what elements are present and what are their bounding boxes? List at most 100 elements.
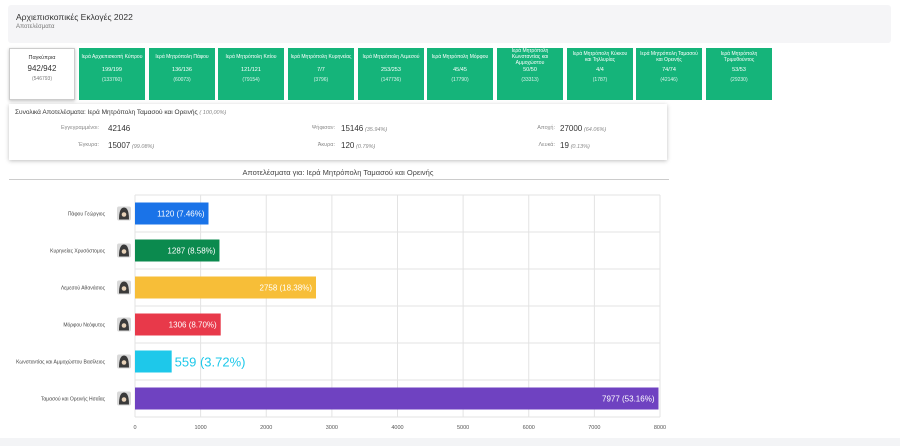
category-label: Λεμεσού Αθανάσιος	[61, 285, 106, 292]
bar-value-label: 7977 (53.16%)	[602, 395, 655, 404]
card-name: Ιερά Μητρόπολη Κιτίου	[225, 54, 277, 60]
stat-value: 27000	[560, 124, 583, 133]
stat-label: Αποχή:	[537, 125, 555, 131]
bar-6	[135, 387, 659, 410]
card-count: 199/199	[102, 67, 122, 73]
x-tick-label: 5000	[457, 425, 469, 431]
card-votes: (147736)	[380, 77, 401, 83]
card-count: 136/136	[172, 67, 192, 73]
stat-value: 15146	[341, 124, 364, 133]
bar-value-label: 559 (3.72%)	[175, 355, 246, 370]
category-label: Πάφου Γεώργιος	[68, 211, 106, 218]
card-count: 4/4	[596, 67, 604, 73]
stat-label: Εγγεγραμμένοι:	[60, 125, 99, 131]
stat-pct: (0.79%)	[356, 144, 376, 150]
bishop-face-icon	[121, 212, 127, 217]
card-name: Ιερά Μητρόπολη Λεμεσού	[362, 54, 420, 60]
stat-value: 19	[560, 141, 569, 150]
summary-title: Συνολικά Αποτελέσματα: Ιερά Μητρόπολη Τα…	[15, 109, 226, 116]
stat-pct: (35.94%)	[364, 127, 388, 133]
bishop-face-icon	[121, 397, 127, 402]
card-votes: (1787)	[592, 77, 608, 83]
category-label: Κυρηνείας Χρυσόστομος	[50, 248, 105, 255]
bar-4	[135, 313, 221, 336]
stat-value: 42146	[108, 124, 131, 133]
summary-panel: Συνολικά Αποτελέσματα: Ιερά Μητρόπολη Τα…	[9, 104, 667, 160]
stat-pct: (0.13%)	[570, 144, 590, 150]
category-label: Κωνσταντίας και Αμμοχώστου Βασίλειος	[16, 359, 105, 366]
card-count: 45/45	[453, 67, 467, 73]
stat-label: Έγκυρα:	[78, 142, 99, 148]
card-votes: (42146)	[660, 77, 678, 83]
card-name: Ιερά Μητρόπολη Τριμυθούντος	[720, 51, 758, 63]
page-header: Αρχιεπισκοπικές Εκλογές 2022 Αποτελέσματ…	[8, 5, 891, 43]
card-count: 53/53	[732, 67, 746, 73]
district-card-trimythous[interactable]: Ιερά Μητρόπολη Τριμυθούντος 53/53 (29230…	[706, 48, 772, 100]
district-card-constantia[interactable]: Ιερά Μητρόπολη Κωνσταντίας και Αμμοχώστο…	[497, 48, 563, 100]
card-count: 74/74	[662, 67, 676, 73]
stat-label: Άκυρα:	[317, 142, 335, 148]
district-card-morphou[interactable]: Ιερά Μητρόπολη Μόρφου 45/45 (17790)	[427, 48, 493, 100]
card-votes: (60073)	[173, 77, 191, 83]
card-votes: (33313)	[521, 77, 539, 83]
card-votes: (29230)	[730, 77, 748, 83]
bar-value-label: 1287 (8.58%)	[167, 247, 215, 256]
x-tick-label: 4000	[391, 425, 403, 431]
district-card-kition[interactable]: Ιερά Μητρόπολη Κιτίου 121/121 (79154)	[218, 48, 284, 100]
bar-value-label: 1120 (7.46%)	[157, 210, 205, 219]
bottom-strip	[0, 438, 900, 446]
x-tick-label: 8000	[654, 425, 666, 431]
card-votes: (79154)	[242, 77, 260, 83]
stat-value: 15007	[108, 141, 131, 150]
bar-value-label: 2758 (18.38%)	[260, 284, 313, 293]
card-count: 942/942	[27, 64, 57, 73]
card-votes: (3796)	[313, 77, 329, 83]
stat-label: Ψήφισαν:	[311, 125, 335, 131]
district-card-archdiocese[interactable]: Ιερά Αρχιεπισκοπή Κύπρου 199/199 (133760…	[79, 48, 145, 100]
page-subtitle: Αποτελέσματα	[16, 24, 55, 30]
card-name: Ιερά Μητρόπολη Ταμασού και Ορεινής	[640, 51, 698, 63]
district-card-limassol[interactable]: Ιερά Μητρόπολη Λεμεσού 253/253 (147736)	[358, 48, 424, 100]
district-card-tamassos[interactable]: Ιερά Μητρόπολη Ταμασού και Ορεινής 74/74…	[636, 48, 702, 100]
bishop-face-icon	[121, 286, 127, 291]
bar-2	[135, 239, 220, 262]
card-votes: (17790)	[451, 77, 469, 83]
card-name: Ιερά Μητρόπολη Πάφου	[155, 54, 209, 60]
bishop-face-icon	[121, 360, 127, 365]
page-title: Αρχιεπισκοπικές Εκλογές 2022	[16, 12, 133, 22]
x-tick-label: 2000	[260, 425, 272, 431]
district-card-cyprus[interactable]: Παγκύπρια 942/942 (546793)	[9, 48, 75, 100]
district-card-kyrenia[interactable]: Ιερά Μητρόπολη Κυρηνείας 7/7 (3796)	[288, 48, 354, 100]
card-name: Ιερά Μητρόπολη Μόρφου	[431, 54, 489, 60]
x-tick-label: 1000	[195, 425, 207, 431]
x-tick-label: 6000	[523, 425, 535, 431]
x-tick-label: 3000	[326, 425, 338, 431]
stat-pct: (64.06%)	[583, 127, 607, 133]
stat-value: 120	[341, 141, 355, 150]
card-count: 50/50	[523, 67, 537, 73]
card-count: 7/7	[317, 67, 325, 73]
stat-pct: (99.08%)	[131, 144, 155, 150]
chart-title: Αποτελέσματα για: Ιερά Μητρόπολη Ταμασού…	[242, 168, 434, 177]
bishop-face-icon	[121, 323, 127, 328]
x-tick-label: 7000	[588, 425, 600, 431]
card-count: 253/253	[381, 67, 401, 73]
card-votes: (546793)	[31, 76, 52, 82]
bar-1	[135, 202, 209, 225]
card-name: Ιερά Μητρόπολη Κύκκου και Τηλλυρίας	[572, 51, 628, 63]
card-name: Ιερά Αρχιεπισκοπή Κύπρου	[81, 54, 143, 60]
district-card-kykkos[interactable]: Ιερά Μητρόπολη Κύκκου και Τηλλυρίας 4/4 …	[567, 48, 633, 100]
bar-5	[135, 350, 172, 373]
bar-value-label: 1306 (8.70%)	[169, 321, 217, 330]
district-card-paphos[interactable]: Ιερά Μητρόπολη Πάφου 136/136 (60073)	[149, 48, 215, 100]
card-count: 121/121	[241, 67, 261, 73]
bishop-face-icon	[121, 249, 127, 254]
category-label: Ταμασού και Ορεινής Ησαΐας	[41, 396, 106, 403]
category-label: Μόρφου Νεόφυτος	[63, 322, 105, 329]
x-tick-label: 0	[133, 425, 136, 431]
summary-title-pct: ( 100,00%)	[199, 110, 227, 116]
bar-3	[135, 276, 316, 299]
chart-divider	[9, 179, 669, 180]
card-name: Παγκύπρια	[28, 55, 56, 61]
